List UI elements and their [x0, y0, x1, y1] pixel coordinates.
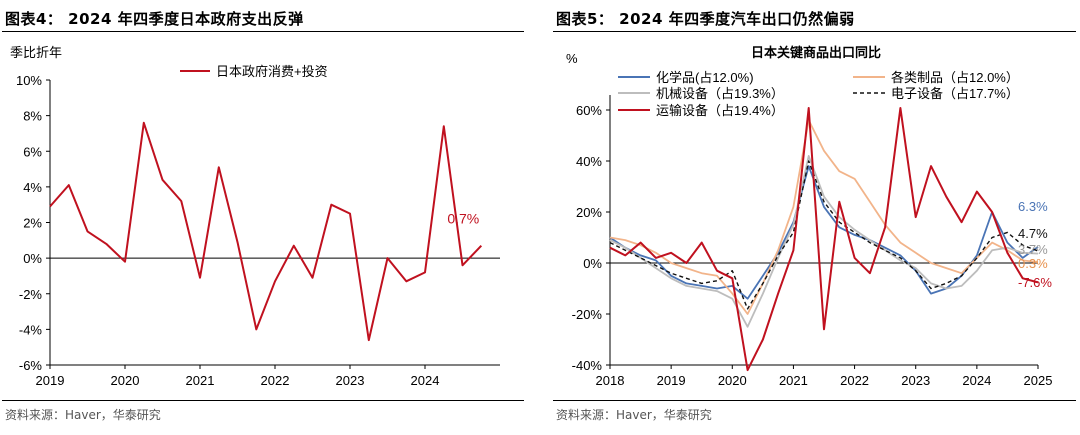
legend-label-electronics: 电子设备（占17.7%）	[891, 86, 1019, 101]
end-value-label: 0.7%	[447, 211, 479, 227]
y-tick-label: 8%	[23, 109, 42, 124]
chart-subtitle: 日本关键商品出口同比	[751, 45, 881, 60]
y-tick-label: 4%	[23, 180, 42, 195]
end-value-label: 3.7%	[1018, 242, 1048, 257]
x-tick-label: 2024	[962, 373, 991, 388]
y-tick-label: 0%	[583, 256, 602, 271]
end-value-label: 0.3%	[1018, 256, 1048, 271]
series-line-misc-products	[609, 119, 1039, 315]
x-tick-label: 2018	[596, 373, 625, 388]
series-line-machinery	[609, 155, 1039, 328]
y-tick-label: 60%	[576, 103, 602, 118]
legend-label-chemicals: 化学品(占12.0%)	[656, 70, 754, 85]
left-title-rule	[2, 31, 524, 32]
y-tick-label: -4%	[19, 322, 43, 337]
y-tick-label: -20%	[572, 307, 603, 322]
right-title-rule	[553, 31, 1076, 32]
x-tick-label: 2022	[840, 373, 869, 388]
y-axis-label: %	[566, 51, 578, 66]
x-tick-label: 2021	[186, 373, 215, 388]
right-chart: 日本关键商品出口同比% -40% -20% 0% 20% 40% 60% 2018 2019 20…	[566, 45, 1053, 388]
legend-label: 日本政府消费+投资	[216, 64, 328, 79]
right-source-rule	[553, 400, 1076, 401]
y-tick-label: 40%	[576, 154, 602, 169]
right-chart-title: 图表5： 2024 年四季度汽车出口仍然偏弱	[556, 10, 855, 28]
legend-label-transport: 运输设备（占19.4%）	[656, 103, 784, 118]
x-tick-label: 2023	[336, 373, 365, 388]
series-line-government-spending	[49, 121, 483, 342]
end-value-label: -7.6%	[1018, 275, 1052, 290]
y-tick-label: -40%	[572, 358, 603, 373]
x-tick-label: 2019	[657, 373, 686, 388]
y-tick-label: -2%	[19, 287, 43, 302]
y-tick-label: 20%	[576, 205, 602, 220]
y-tick-label: 6%	[23, 144, 42, 159]
legend-label-machinery: 机械设备（占19.3%）	[656, 86, 784, 101]
end-value-label: 6.3%	[1018, 199, 1048, 214]
series-line-chemicals	[609, 165, 1039, 300]
y-tick-label: 10%	[16, 73, 42, 88]
series-line-transport	[609, 107, 1039, 372]
x-tick-label: 2020	[718, 373, 747, 388]
series-line-electronics	[609, 160, 1039, 310]
left-source: 资料来源：Haver，华泰研究	[5, 408, 161, 422]
end-value-label: 4.7%	[1018, 226, 1048, 241]
x-tick-label: 2023	[901, 373, 930, 388]
left-chart-title: 图表4： 2024 年四季度日本政府支出反弹	[5, 10, 304, 28]
x-tick-label: 2020	[111, 373, 140, 388]
right-source: 资料来源：Haver，华泰研究	[556, 408, 712, 422]
y-tick-label: -6%	[19, 358, 43, 373]
y-tick-label: 0%	[23, 251, 42, 266]
x-tick-label: 2021	[779, 373, 808, 388]
y-axis-label: 季比折年	[10, 45, 62, 60]
y-tick-label: 2%	[23, 216, 42, 231]
legend-label-misc-products: 各类制品（占12.0%）	[891, 70, 1019, 85]
x-tick-label: 2025	[1024, 373, 1053, 388]
x-tick-label: 2022	[261, 373, 290, 388]
left-source-rule	[2, 400, 524, 401]
left-chart: 季比折年 -6% -4% -2% 0% 2% 4% 6% 8% 10% 2019 2020 2021 20…	[10, 45, 500, 388]
x-tick-label: 2024	[411, 373, 440, 388]
x-tick-label: 2019	[36, 373, 65, 388]
